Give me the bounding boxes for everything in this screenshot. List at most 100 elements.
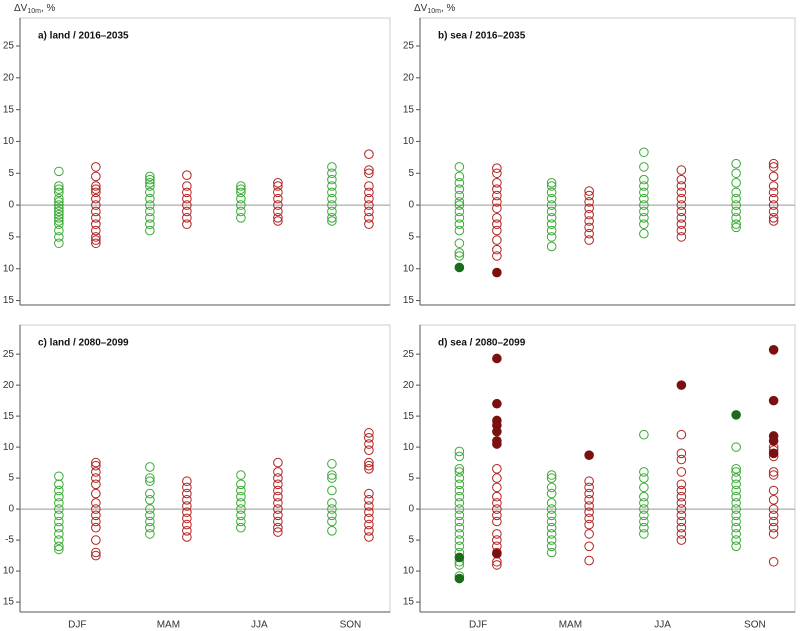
- point: [546, 178, 557, 188]
- point: [639, 193, 649, 204]
- point: [676, 165, 687, 175]
- y-tick-label: 10: [3, 263, 15, 274]
- point: [584, 209, 594, 220]
- point: [54, 184, 64, 194]
- point: [91, 219, 101, 229]
- point: [91, 232, 101, 242]
- point: [364, 181, 374, 191]
- point: [454, 516, 465, 527]
- point: [639, 482, 649, 493]
- point: [145, 516, 155, 527]
- point: [182, 525, 192, 536]
- point: [54, 485, 64, 496]
- point: [182, 519, 192, 530]
- point: [492, 163, 502, 173]
- point: [639, 219, 649, 229]
- y-tick-label: 15: [403, 597, 415, 608]
- point: [584, 186, 594, 196]
- point: [54, 535, 64, 545]
- point: [145, 178, 155, 188]
- point: [91, 206, 101, 217]
- point: [546, 498, 557, 508]
- point: [364, 193, 374, 204]
- point: [768, 162, 779, 172]
- point: [273, 491, 283, 502]
- point: [492, 184, 502, 194]
- point: [676, 491, 687, 502]
- point: [454, 573, 465, 584]
- point: [364, 525, 374, 536]
- point: [145, 174, 155, 185]
- point: [454, 498, 465, 508]
- point: [492, 219, 502, 229]
- point: [492, 168, 502, 179]
- point: [364, 464, 374, 474]
- point: [492, 548, 502, 559]
- point: [91, 510, 101, 521]
- point: [454, 197, 465, 207]
- point: [273, 216, 283, 226]
- point: [273, 178, 283, 188]
- point: [731, 498, 741, 508]
- point: [327, 504, 337, 514]
- point: [273, 473, 283, 483]
- point: [236, 206, 246, 217]
- point: [364, 457, 374, 468]
- point: [768, 187, 779, 198]
- point: [492, 491, 502, 502]
- point: [454, 467, 465, 477]
- point: [364, 200, 374, 210]
- point: [273, 457, 283, 468]
- point: [546, 516, 557, 527]
- point: [327, 485, 337, 496]
- point: [584, 513, 594, 524]
- point: [54, 213, 64, 223]
- point: [364, 165, 374, 175]
- point: [236, 504, 246, 514]
- point: [676, 200, 687, 210]
- point: [145, 529, 155, 539]
- point: [546, 522, 557, 533]
- y-tick-label: 10: [3, 136, 15, 147]
- point: [639, 429, 649, 440]
- x-tick-label: SON: [340, 620, 362, 631]
- point: [454, 190, 465, 201]
- point: [182, 213, 192, 223]
- x-tick-label: DJF: [469, 620, 487, 631]
- point: [676, 429, 687, 440]
- point: [327, 470, 337, 480]
- point: [768, 495, 779, 505]
- point: [546, 241, 557, 252]
- point: [731, 473, 741, 483]
- point: [584, 190, 594, 201]
- point: [236, 193, 246, 204]
- point: [731, 206, 741, 217]
- point: [145, 171, 155, 182]
- point: [584, 529, 594, 539]
- point: [731, 410, 741, 420]
- point: [54, 216, 64, 226]
- point: [364, 428, 374, 438]
- point: [273, 485, 283, 496]
- point: [236, 181, 246, 191]
- point: [492, 398, 502, 409]
- point: [54, 504, 64, 514]
- point: [364, 513, 374, 524]
- point: [676, 193, 687, 204]
- point: [327, 459, 337, 469]
- y-tick-label: 15: [403, 295, 415, 306]
- point: [676, 485, 687, 496]
- point: [91, 184, 101, 194]
- point: [546, 193, 557, 204]
- point: [273, 187, 283, 198]
- panel-frame: [19, 324, 391, 613]
- point: [546, 187, 557, 198]
- point: [639, 213, 649, 223]
- point: [492, 251, 502, 261]
- point: [327, 213, 337, 223]
- point: [182, 513, 192, 524]
- point: [182, 507, 192, 518]
- point: [546, 213, 557, 223]
- point: [145, 504, 155, 514]
- point: [91, 193, 101, 204]
